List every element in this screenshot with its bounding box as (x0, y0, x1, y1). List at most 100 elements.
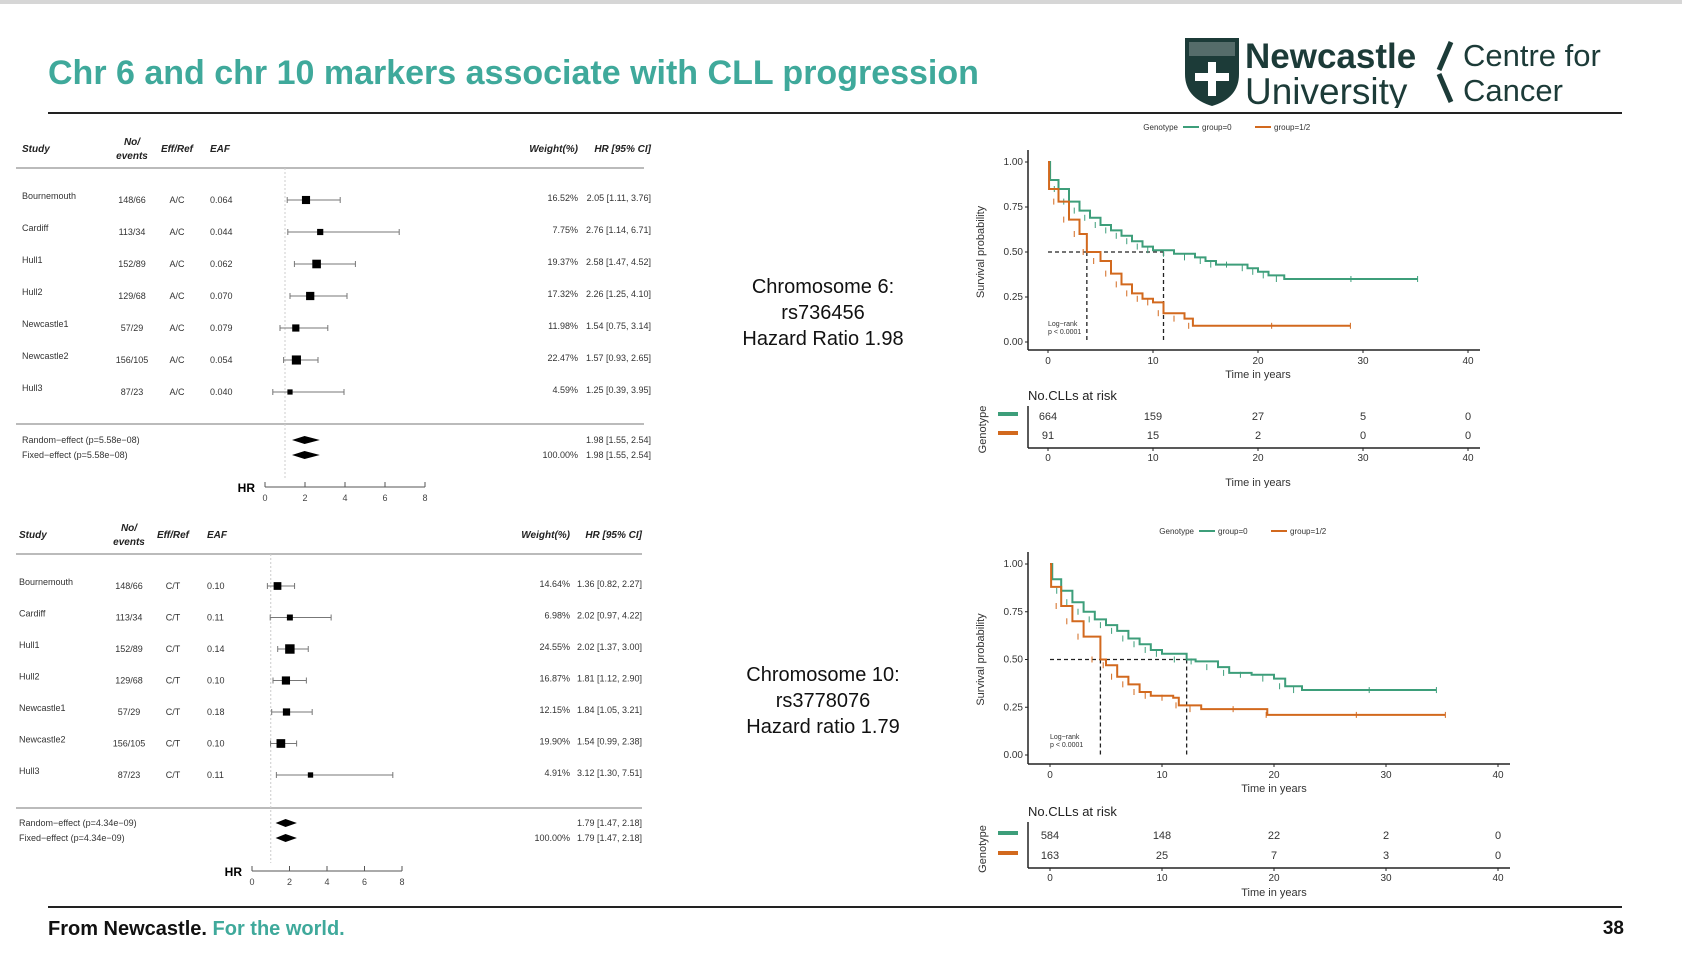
study-weight: 17.32% (547, 289, 578, 299)
logrank-pvalue: p < 0.0001 (1048, 329, 1081, 336)
risk-x-tick-label: 20 (1268, 873, 1280, 884)
study-hrci: 2.02 [0.97, 4.22] (577, 611, 642, 621)
hr-axis-label: HR (225, 865, 243, 879)
summary-hrci: 1.79 [1.47, 2.18] (577, 818, 642, 828)
risk-count: 91 (1042, 430, 1054, 442)
hr-point (285, 644, 295, 654)
hr-tick-label: 0 (262, 493, 267, 503)
study-name: Bournemouth (19, 577, 73, 587)
y-tick-label: 0.50 (1004, 247, 1024, 258)
study-hrci: 3.12 [1.30, 7.51] (577, 768, 642, 778)
risk-table-title: No.CLLs at risk (1028, 388, 1117, 403)
risk-table-title: No.CLLs at risk (1028, 804, 1117, 819)
y-tick-label: 0.00 (1004, 337, 1024, 348)
chromosome6-hazard-ratio: Hazard Ratio 1.98 (742, 328, 904, 350)
hr-tick-label: 6 (362, 877, 367, 887)
study-events: 87/23 (118, 770, 141, 780)
study-eaf: 0.18 (207, 707, 225, 717)
y-axis-title: Survival probability (975, 613, 987, 706)
study-weight: 7.75% (552, 225, 578, 235)
study-eaf: 0.044 (210, 227, 233, 237)
risk-x-tick-label: 0 (1047, 873, 1053, 884)
y-axis-title: Survival probability (975, 205, 987, 298)
top-border (0, 0, 1682, 4)
risk-x-tick-label: 30 (1357, 453, 1369, 464)
km-plot-chr6: Genotype group=0 group=1/2 0.00 0.25 0.50 0.75… (975, 123, 1480, 488)
col-events: events (116, 151, 148, 162)
study-weight: 16.52% (547, 193, 578, 203)
hr-point (292, 324, 300, 332)
y-tick-label: 0.75 (1004, 202, 1024, 213)
study-eaf: 0.14 (207, 644, 225, 654)
y-tick-label: 1.00 (1004, 559, 1024, 570)
col-eaf: EAF (210, 144, 231, 155)
col-study: Study (19, 530, 47, 541)
study-events: 156/105 (113, 739, 146, 749)
study-weight: 19.37% (547, 257, 578, 267)
logo-cancer: Cancer (1463, 73, 1563, 108)
study-events: 156/105 (116, 355, 149, 365)
study-weight: 11.98% (548, 321, 578, 331)
col-no: No/ (124, 137, 141, 148)
page-number: 38 (1602, 918, 1624, 939)
summary-diamond (275, 819, 297, 827)
study-weight: 6.98% (544, 611, 570, 621)
col-no: No/ (121, 523, 138, 534)
col-hrci: HR [95% CI] (594, 144, 651, 155)
risk-count: 0 (1465, 411, 1471, 423)
hr-tick-label: 4 (324, 877, 329, 887)
chromosome6-caption: Chromosome 6: rs736456 Hazard Ratio 1.98 (693, 274, 953, 352)
study-name: Hull2 (19, 672, 40, 682)
col-effref: Eff/Ref (157, 530, 191, 541)
study-effref: C/T (166, 613, 181, 623)
study-effref: C/T (166, 739, 181, 749)
legend-title: Genotype (1159, 527, 1194, 536)
study-name: Hull3 (19, 766, 40, 776)
risk-y-title: Genotype (977, 406, 989, 454)
x-tick-label: 0 (1045, 356, 1051, 367)
risk-row-swatch (998, 431, 1018, 435)
chromosome6-label: Chromosome 6: (751, 276, 895, 298)
forest-plot-chr6: Study No/events Eff/Ref EAF Weight(%) HR [95%… (16, 137, 652, 503)
hr-axis-label: HR (238, 481, 256, 495)
legend-title: Genotype (1143, 123, 1178, 132)
footer-main: From Newcastle. (48, 918, 207, 940)
study-name: Hull1 (19, 640, 40, 650)
risk-row-swatch (998, 851, 1018, 855)
footer-accent: For the world. (212, 918, 345, 940)
risk-row-swatch (998, 831, 1018, 835)
study-effref: A/C (169, 323, 185, 333)
study-events: 148/66 (115, 581, 143, 591)
survival-curve-group1-2 (1050, 563, 1446, 716)
shield-crest-icon (1185, 38, 1239, 106)
newcastle-university-logo: Newcastle University Centre for Cancer (1185, 37, 1601, 108)
hr-point (301, 195, 311, 205)
col-effref: Eff/Ref (161, 144, 195, 155)
summary-diamond (292, 451, 320, 459)
hr-point (312, 259, 321, 269)
hr-point (291, 355, 301, 365)
chromosome6-snp: rs736456 (781, 302, 865, 324)
study-effref: A/C (169, 355, 185, 365)
risk-x-tick-label: 40 (1492, 873, 1504, 884)
study-effref: C/T (166, 770, 181, 780)
col-events: events (113, 537, 145, 548)
logrank-pvalue: p < 0.0001 (1050, 742, 1083, 749)
hr-tick-label: 0 (249, 877, 254, 887)
legend-label: group=0 (1218, 527, 1248, 536)
hr-point (306, 291, 315, 301)
chromosome10-hazard-ratio: Hazard ratio 1.79 (746, 716, 900, 738)
risk-count: 163 (1041, 850, 1059, 862)
study-eaf: 0.070 (210, 291, 233, 301)
x-axis-title: Time in years (1241, 783, 1307, 795)
slide-title: Chr 6 and chr 10 markers associate with … (48, 54, 979, 92)
summary-hrci: 1.98 [1.55, 2.54] (586, 435, 651, 445)
legend-label: group=1/2 (1274, 123, 1311, 132)
risk-x-tick-label: 30 (1380, 873, 1392, 884)
study-events: 129/68 (118, 291, 146, 301)
study-weight: 4.59% (552, 385, 578, 395)
study-effref: A/C (169, 291, 185, 301)
risk-count: 5 (1360, 411, 1366, 423)
legend-label: group=1/2 (1290, 527, 1327, 536)
study-name: Newcastle1 (22, 319, 69, 329)
